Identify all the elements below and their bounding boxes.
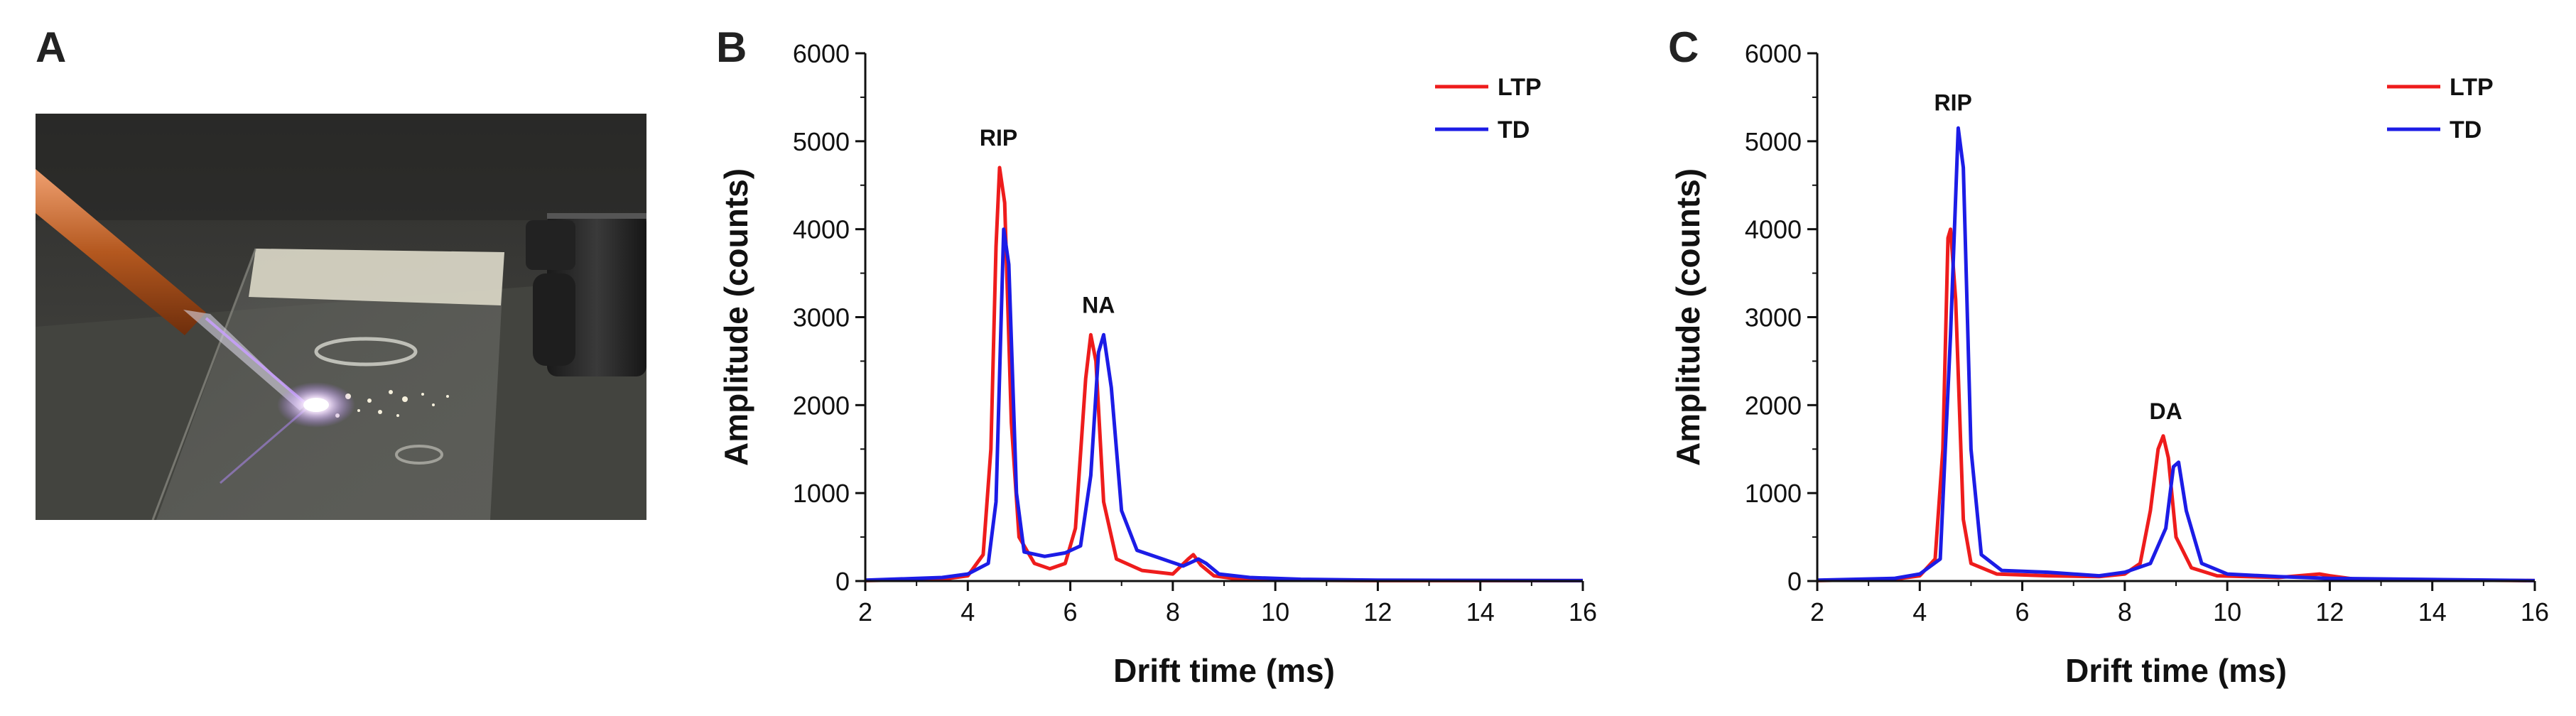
legend-label-ltp: LTP: [2450, 74, 2494, 101]
y-tick-label: 5000: [1745, 127, 1802, 156]
x-tick-label: 10: [2213, 597, 2241, 626]
legend-label-ltp: LTP: [1498, 74, 1542, 101]
y-tick-label: 1000: [793, 479, 850, 508]
x-tick-label: 16: [1569, 597, 1597, 626]
x-tick-label: 14: [1466, 597, 1495, 626]
peak-label-da: DA: [2149, 398, 2182, 424]
chart-c: 2 4 6 8 10 12 14 16 0 1000 2000 3000 4000 5000 6000 Dri…: [1669, 39, 2549, 689]
y-tick-label: 6000: [793, 39, 850, 68]
peak-label-na: NA: [1082, 292, 1115, 318]
x-axis-label: Drift time (ms): [2065, 652, 2287, 689]
y-tick-label: 5000: [793, 127, 850, 156]
y-tick-label: 3000: [793, 303, 850, 332]
panel-c-label: C: [1668, 23, 1699, 71]
x-tick-label: 4: [1912, 597, 1927, 626]
y-axis-label: Amplitude (counts): [1669, 168, 1706, 466]
y-tick-label: 0: [835, 567, 850, 596]
y-tick-label: 4000: [793, 215, 850, 244]
chart-b: 2 4 6 8 10 12 14 16 0 1000 2000 3000 4000 5000 6000 Dri…: [718, 39, 1597, 689]
x-tick-label: 6: [2015, 597, 2030, 626]
x-tick-label: 12: [1363, 597, 1392, 626]
series-line-td: [1817, 126, 2536, 582]
y-tick-label: 6000: [1745, 39, 1802, 68]
x-tick-label: 4: [960, 597, 975, 626]
legend-label-td: TD: [2450, 116, 2482, 143]
peak-label-rip: RIP: [1934, 90, 1972, 115]
y-tick-label: 0: [1787, 567, 1802, 596]
inlet-nozzle-icon: [526, 213, 646, 376]
x-tick-label: 10: [1261, 597, 1289, 626]
x-tick-label: 14: [2418, 597, 2447, 626]
y-tick-label: 2000: [793, 391, 850, 420]
x-tick-label: 16: [2521, 597, 2549, 626]
panel-a-label: A: [36, 23, 67, 71]
x-tick-label: 8: [2118, 597, 2132, 626]
x-tick-label: 8: [1166, 597, 1180, 626]
photo-plasma-probe-on-slide: [36, 114, 646, 520]
x-tick-label: 2: [858, 597, 872, 626]
y-axis-label: Amplitude (counts): [718, 168, 754, 466]
y-tick-label: 3000: [1745, 303, 1802, 332]
series-line-ltp: [865, 166, 1583, 582]
y-tick-label: 1000: [1745, 479, 1802, 508]
x-tick-label: 6: [1064, 597, 1078, 626]
y-tick-label: 2000: [1745, 391, 1802, 420]
series-line-td: [865, 227, 1584, 582]
peak-label-rip: RIP: [980, 125, 1017, 151]
panel-b-label: B: [716, 23, 747, 71]
legend-label-td: TD: [1498, 116, 1530, 143]
y-tick-label: 4000: [1745, 215, 1802, 244]
x-axis-label: Drift time (ms): [1113, 652, 1335, 689]
x-tick-label: 12: [2315, 597, 2344, 626]
x-tick-label: 2: [1810, 597, 1824, 626]
